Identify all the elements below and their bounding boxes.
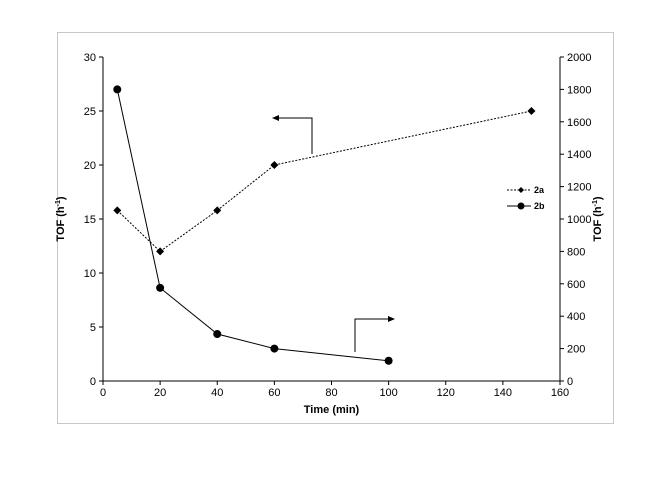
data-point-2a (527, 107, 536, 115)
arrow-right-2b (354, 318, 391, 352)
left-y-tick-label: 0 (90, 376, 96, 388)
right-y-tick-label: 200 (567, 344, 585, 356)
left-y-tick-label: 30 (84, 52, 96, 64)
arrow-left-2a (276, 117, 313, 154)
chart-frame (57, 32, 614, 424)
data-point-2a (270, 161, 279, 169)
x-tick-label: 60 (268, 387, 280, 399)
arrow-right-2b-head (388, 316, 395, 322)
left-y-tick-label: 20 (84, 160, 96, 172)
x-tick-label: 40 (211, 387, 223, 399)
data-point-2b (270, 344, 279, 353)
legend-label-2b: 2b (534, 201, 545, 211)
right-y-tick-label: 600 (567, 279, 585, 291)
right-y-tick-label: 800 (567, 246, 585, 258)
series-line-2b (116, 89, 389, 362)
left-y-tick-label: 10 (84, 268, 96, 280)
right-y-tick-label: 400 (567, 311, 585, 323)
left-y-tick-label: 15 (84, 214, 96, 226)
data-point-2b (213, 330, 222, 339)
right-y-tick-label: 1400 (567, 149, 591, 161)
arrow-left-2a-head (272, 115, 279, 121)
right-y-tick-label: 1800 (567, 84, 591, 96)
left-y-axis-title: TOF (h-1) (55, 196, 67, 241)
x-tick-label: 100 (379, 387, 397, 399)
x-tick-label: 20 (154, 387, 166, 399)
data-point-2a (213, 206, 222, 215)
x-tick-label: 0 (100, 387, 106, 399)
x-axis-title: Time (min) (304, 404, 360, 416)
series-line-2a (116, 110, 532, 253)
x-tick-label: 140 (494, 387, 512, 399)
right-y-tick-label: 1200 (567, 182, 591, 194)
legend-marker-2a (518, 187, 524, 193)
data-point-2a (156, 247, 165, 256)
right-y-tick-label: 2000 (567, 52, 591, 64)
data-point-2a (113, 206, 122, 215)
right-y-axis-title: TOF (h-1) (592, 196, 604, 241)
legend-marker-2b (517, 202, 525, 210)
left-y-tick-label: 25 (84, 106, 96, 118)
x-tick-label: 160 (551, 387, 569, 399)
left-y-tick-label: 5 (90, 322, 96, 334)
data-point-2b (113, 85, 122, 94)
data-point-2b (156, 283, 165, 292)
right-y-tick-label: 0 (567, 376, 573, 388)
right-y-tick-label: 1000 (567, 214, 591, 226)
data-point-2b (384, 356, 393, 365)
x-tick-label: 120 (437, 387, 455, 399)
x-tick-label: 80 (325, 387, 337, 399)
legend-label-2a: 2a (534, 185, 545, 195)
right-y-tick-label: 1600 (567, 117, 591, 129)
